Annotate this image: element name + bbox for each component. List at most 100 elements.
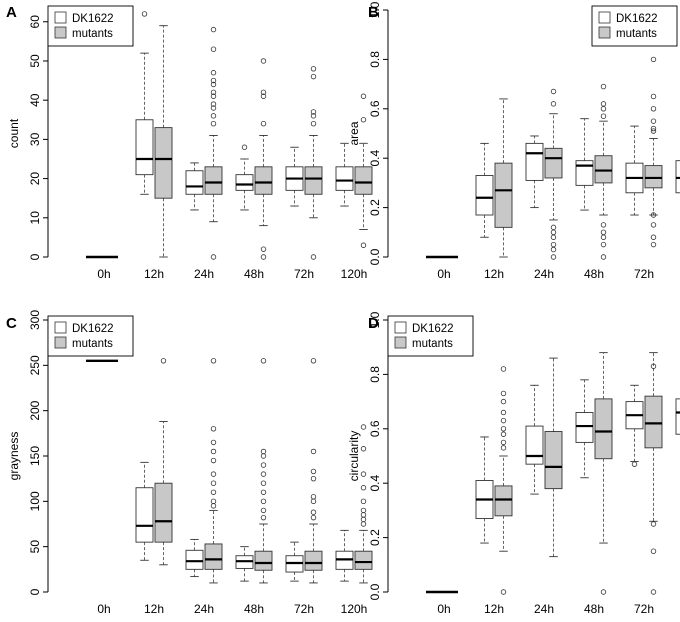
- y-tick-label: 0.8: [368, 51, 382, 68]
- outlier-point: [310, 468, 317, 475]
- box-mutants: [544, 147, 563, 179]
- outlier-point: [260, 471, 267, 477]
- y-tick-label: 0: [28, 253, 42, 260]
- panel-b: B0.00.20.40.60.81.0area0h12h24h48h72h120…: [347, 1, 680, 281]
- outlier-point: [550, 246, 557, 253]
- outlier-point: [310, 475, 317, 482]
- outlier-point: [210, 254, 217, 260]
- outlier-point: [210, 457, 217, 464]
- y-tick-label: 50: [28, 54, 42, 68]
- y-tick-label: 0.8: [368, 366, 382, 383]
- x-tick-label: 0h: [437, 602, 450, 616]
- outlier-point: [260, 254, 267, 260]
- x-tick-label: 12h: [484, 602, 504, 616]
- y-tick-label: 10: [28, 211, 42, 225]
- y-tick-label: 30: [28, 132, 42, 146]
- outlier-point: [500, 398, 507, 405]
- outlier-point: [310, 448, 317, 455]
- legend-box: [47, 315, 134, 357]
- legend-label-mutants: mutants: [72, 28, 113, 40]
- outlier-point: [650, 548, 657, 554]
- legend: DK1622 mutants: [387, 315, 474, 357]
- outlier-point: [260, 507, 267, 514]
- legend-label-mutants: mutants: [72, 338, 113, 350]
- outlier-point: [160, 358, 167, 364]
- y-tick-label: 200: [28, 400, 42, 420]
- outlier-point: [210, 113, 217, 119]
- outlier-point: [310, 73, 317, 80]
- x-tick-label: 0h: [437, 267, 450, 281]
- outlier-point: [360, 516, 367, 523]
- x-tick-label: 72h: [634, 267, 654, 281]
- outlier-point: [600, 101, 607, 107]
- outlier-point: [210, 448, 217, 455]
- box-dk1622: [185, 170, 204, 195]
- y-tick-label: 0.4: [368, 475, 382, 492]
- outlier-point: [550, 229, 557, 235]
- box-mutants: [644, 165, 663, 189]
- box-mutants: [494, 485, 513, 517]
- outlier-point: [310, 109, 317, 115]
- y-tick-label: 0: [28, 588, 42, 595]
- outlier-point: [260, 93, 267, 99]
- outlier-point: [260, 453, 267, 459]
- outlier-point: [550, 101, 557, 107]
- x-tick-label: 48h: [244, 602, 264, 616]
- outlier-point: [260, 498, 267, 505]
- outlier-point: [210, 503, 217, 509]
- outlier-point: [360, 498, 367, 505]
- legend-swatch-dk1622: [54, 11, 67, 24]
- outlier-point: [500, 439, 507, 446]
- outlier-point: [210, 120, 217, 127]
- box-dk1622: [135, 119, 154, 176]
- y-tick-label: 0.6: [368, 420, 382, 437]
- outlier-point: [260, 120, 267, 127]
- outlier-point: [650, 128, 657, 134]
- box-mutants: [354, 550, 373, 570]
- outlier-point: [260, 89, 267, 96]
- outlier-point: [500, 426, 507, 432]
- outlier-point: [650, 93, 657, 100]
- outlier-point: [210, 489, 217, 495]
- box-dk1622: [575, 160, 594, 186]
- box-dk1622: [185, 549, 204, 570]
- y-axis-title: count: [7, 118, 21, 148]
- box-dk1622: [525, 142, 544, 181]
- outlier-point: [360, 242, 367, 248]
- legend-swatch-mutants: [394, 336, 407, 349]
- x-tick-label: 72h: [294, 267, 314, 281]
- legend-label-mutants: mutants: [412, 338, 453, 350]
- outlier-point: [210, 77, 217, 84]
- outlier-point: [210, 101, 217, 107]
- x-tick-label: 24h: [534, 602, 554, 616]
- outlier-point: [310, 498, 317, 505]
- x-tick-label: 24h: [194, 267, 214, 281]
- outlier-point: [500, 445, 507, 451]
- y-tick-label: 20: [28, 172, 42, 186]
- outlier-point: [650, 222, 657, 228]
- outlier-point: [260, 246, 267, 252]
- x-tick-label: 72h: [294, 602, 314, 616]
- outlier-point: [360, 93, 367, 99]
- legend-label-mutants: mutants: [616, 28, 657, 40]
- outlier-point: [141, 11, 148, 17]
- x-tick-label: 48h: [584, 267, 604, 281]
- legend-label-dk1622: DK1622: [72, 323, 114, 335]
- outlier-point: [210, 89, 217, 96]
- x-tick-label: 48h: [584, 602, 604, 616]
- outlier-point: [650, 212, 657, 218]
- outlier-point: [310, 509, 317, 515]
- outlier-point: [210, 439, 217, 446]
- y-tick-label: 50: [28, 540, 42, 554]
- outlier-point: [241, 144, 248, 150]
- outlier-point: [600, 234, 607, 240]
- y-axis-title: circularity: [347, 431, 361, 482]
- outlier-point: [210, 70, 217, 76]
- legend-swatch-mutants: [54, 336, 67, 349]
- outlier-point: [500, 417, 507, 424]
- outlier-point: [650, 106, 657, 112]
- outlier-point: [500, 409, 507, 416]
- x-tick-label: 24h: [534, 267, 554, 281]
- outlier-point: [210, 498, 217, 505]
- outlier-point: [310, 494, 317, 500]
